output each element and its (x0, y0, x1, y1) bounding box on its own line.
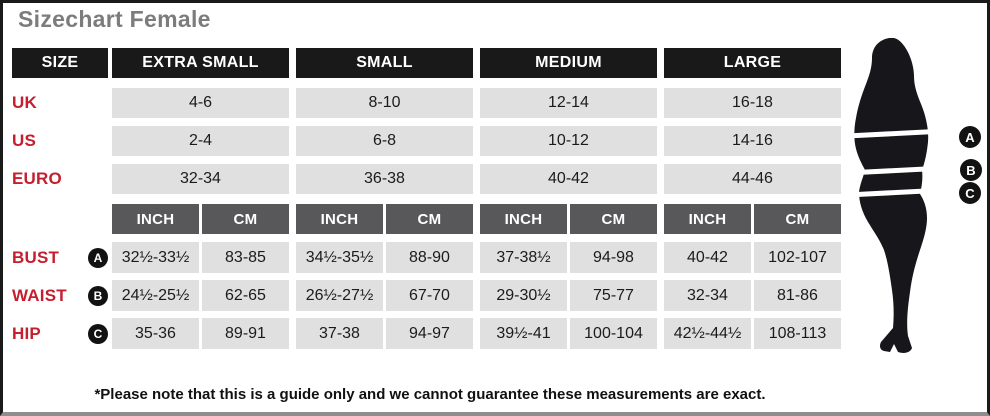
row-label-euro: EURO (12, 169, 62, 188)
column-header-extra-small: EXTRA SMALL (112, 48, 289, 78)
row-label-bust: BUST (12, 247, 60, 267)
table-row-waist: WAIST B 24½-25½ 62-65 26½-27½ 67-70 29-3… (12, 280, 841, 311)
unit-header-cm: CM (754, 204, 841, 234)
bust-l-cm: 102-107 (754, 242, 841, 273)
euro-large: 44-46 (664, 164, 841, 194)
euro-medium: 40-42 (480, 164, 657, 194)
waist-l-cm: 81-86 (754, 280, 841, 311)
table-row-uk: UK 4-6 8-10 12-14 16-18 (12, 88, 841, 118)
uk-extra-small: 4-6 (112, 88, 289, 118)
bust-divider-line (852, 128, 940, 139)
bust-xs-cm: 83-85 (202, 242, 289, 273)
row-label-uk: UK (12, 93, 37, 112)
unit-header-inch: INCH (664, 204, 751, 234)
figure-marker-c-icon: C (959, 182, 981, 204)
marker-a-icon: A (88, 247, 108, 268)
unit-header-inch: INCH (480, 204, 567, 234)
bust-m-cm: 94-98 (570, 242, 657, 273)
bust-s-inch: 34½-35½ (296, 242, 383, 273)
unit-header-cm: CM (386, 204, 473, 234)
table-row-us: US 2-4 6-8 10-12 14-16 (12, 126, 841, 156)
waist-s-cm: 67-70 (386, 280, 473, 311)
uk-large: 16-18 (664, 88, 841, 118)
uk-medium: 12-14 (480, 88, 657, 118)
waist-m-inch: 29-30½ (480, 280, 567, 311)
female-silhouette-icon (852, 38, 940, 353)
footnote: *Please note that this is a guide only a… (94, 386, 766, 403)
page-title: Sizechart Female (18, 6, 211, 32)
hip-m-cm: 100-104 (570, 318, 657, 349)
hip-xs-inch: 35-36 (112, 318, 199, 349)
table-header-row: SIZE EXTRA SMALL SMALL MEDIUM LARGE (12, 48, 841, 78)
figure-marker-b-icon: B (960, 159, 982, 181)
marker-b-icon: B (88, 285, 108, 306)
uk-small: 8-10 (296, 88, 473, 118)
table-row-bust: BUST A 32½-33½ 83-85 34½-35½ 88-90 37-38… (12, 242, 841, 273)
bust-m-inch: 37-38½ (480, 242, 567, 273)
unit-header-cm: CM (202, 204, 289, 234)
column-header-small: SMALL (296, 48, 473, 78)
hip-divider-line (852, 187, 940, 198)
size-header-cell: SIZE (12, 48, 108, 78)
table-row-hip: HIP C 35-36 89-91 37-38 94-97 39½-41 100… (12, 318, 841, 349)
bust-s-cm: 88-90 (386, 242, 473, 273)
unit-header-cm: CM (570, 204, 657, 234)
hip-l-inch: 42½-44½ (664, 318, 751, 349)
figure-marker-a-icon: A (959, 126, 981, 148)
euro-small: 36-38 (296, 164, 473, 194)
hip-m-inch: 39½-41 (480, 318, 567, 349)
waist-divider-line (852, 165, 940, 176)
table-row-euro: EURO 32-34 36-38 40-42 44-46 (12, 164, 841, 194)
waist-m-cm: 75-77 (570, 280, 657, 311)
unit-header-inch: INCH (296, 204, 383, 234)
hip-s-inch: 37-38 (296, 318, 383, 349)
waist-s-inch: 26½-27½ (296, 280, 383, 311)
waist-l-inch: 32-34 (664, 280, 751, 311)
row-label-us: US (12, 131, 37, 150)
us-large: 14-16 (664, 126, 841, 156)
size-table: SIZE EXTRA SMALL SMALL MEDIUM LARGE UK 4… (12, 48, 841, 356)
euro-extra-small: 32-34 (112, 164, 289, 194)
unit-header-spacer (12, 204, 108, 234)
bust-xs-inch: 32½-33½ (112, 242, 199, 273)
column-header-large: LARGE (664, 48, 841, 78)
column-header-medium: MEDIUM (480, 48, 657, 78)
waist-xs-inch: 24½-25½ (112, 280, 199, 311)
marker-c-icon: C (88, 323, 108, 344)
waist-xs-cm: 62-65 (202, 280, 289, 311)
us-extra-small: 2-4 (112, 126, 289, 156)
hip-xs-cm: 89-91 (202, 318, 289, 349)
bust-l-inch: 40-42 (664, 242, 751, 273)
hip-l-cm: 108-113 (754, 318, 841, 349)
us-medium: 10-12 (480, 126, 657, 156)
row-label-waist: WAIST (12, 285, 67, 305)
us-small: 6-8 (296, 126, 473, 156)
row-label-hip: HIP (12, 323, 41, 343)
unit-header-inch: INCH (112, 204, 199, 234)
unit-header-row: INCH CM INCH CM INCH CM INCH CM (12, 204, 841, 234)
hip-s-cm: 94-97 (386, 318, 473, 349)
